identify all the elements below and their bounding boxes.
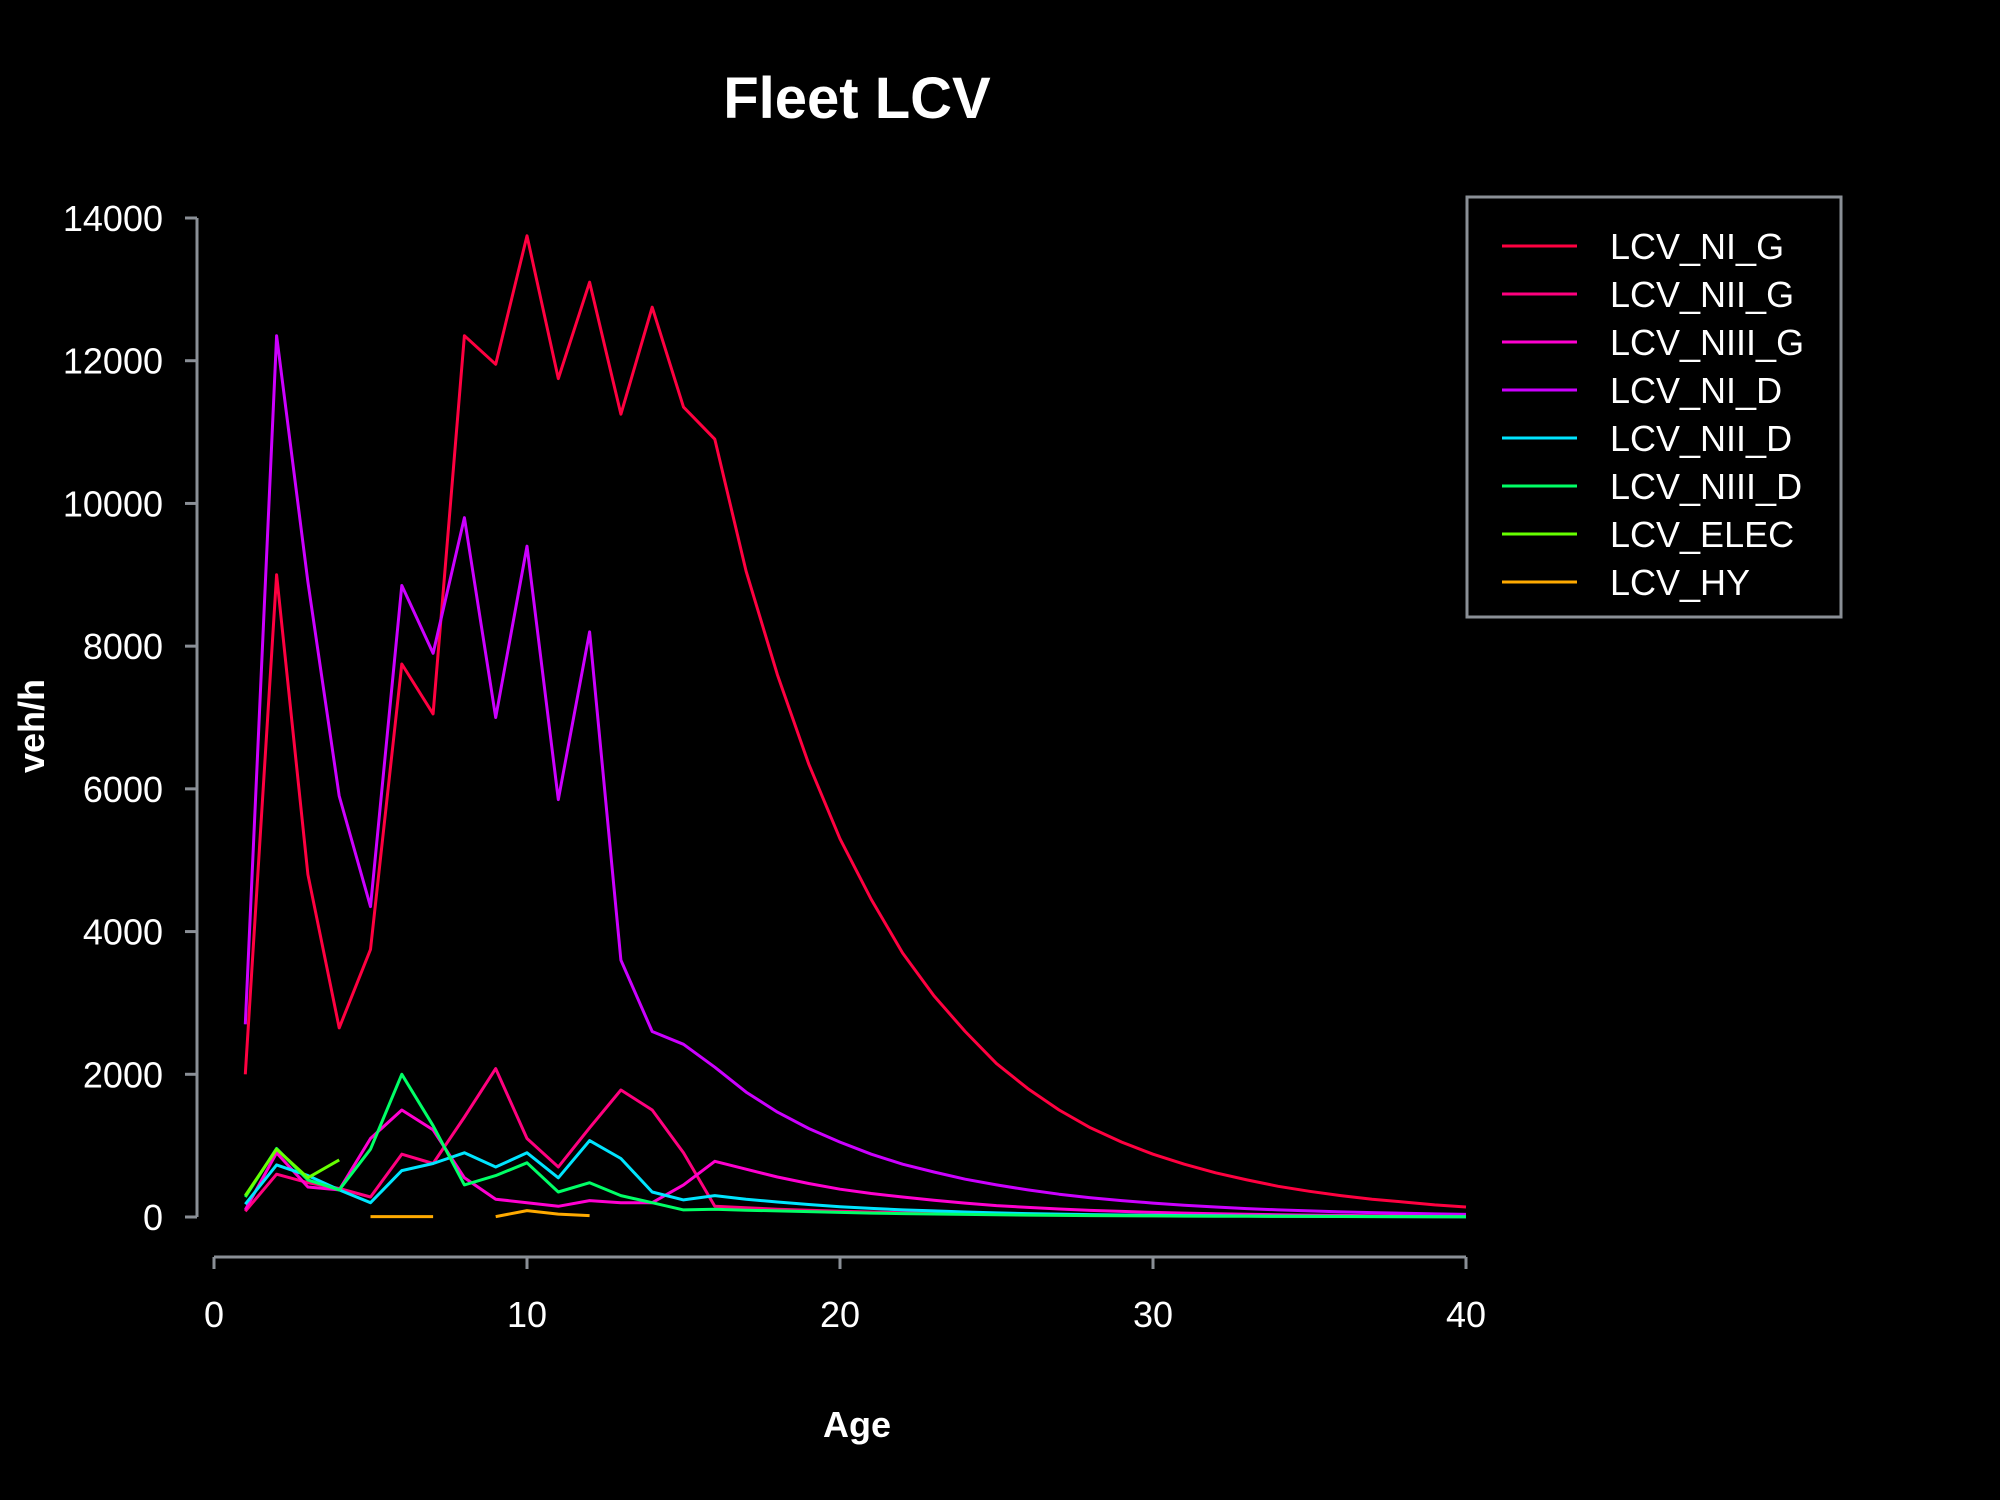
- legend-label: LCV_NI_G: [1610, 226, 1784, 267]
- x-tick-label: 40: [1446, 1294, 1486, 1335]
- series-line-lcv-ni-g: [243, 234, 1467, 1209]
- legend-box: [1465, 195, 1843, 619]
- legend-label: LCV_NII_D: [1610, 418, 1792, 459]
- legend-label: LCV_NIII_D: [1610, 466, 1802, 507]
- y-tick-label: 4000: [83, 912, 163, 953]
- y-axis-label: veh/h: [11, 679, 52, 773]
- legend-label: LCV_ELEC: [1610, 514, 1794, 555]
- series-line-lcv-nii-d: [244, 1139, 1467, 1219]
- legend-label: LCV_NI_D: [1610, 370, 1782, 411]
- series-line-lcv-ni-d: [243, 334, 1467, 1216]
- y-tick-label: 6000: [83, 769, 163, 810]
- y-axis: 0 2000 4000 6000 8000 10000 12000 14000: [63, 198, 199, 1238]
- legend-label: LCV_NII_G: [1610, 274, 1794, 315]
- x-tick-label: 30: [1133, 1294, 1173, 1335]
- y-tick-label: 12000: [63, 341, 163, 382]
- y-tick-label: 8000: [83, 626, 163, 667]
- plot-area: [243, 234, 1467, 1219]
- y-tick-label: 0: [143, 1197, 163, 1238]
- chart-title: Fleet LCV: [723, 66, 991, 131]
- series-line-lcv-hy: [370, 1209, 590, 1219]
- y-tick-label: 14000: [63, 198, 163, 239]
- x-axis-label: Age: [823, 1404, 891, 1445]
- series-line-lcv-niii-d: [244, 1072, 1467, 1219]
- x-tick-label: 0: [204, 1294, 224, 1335]
- series-line-lcv-nii-g: [244, 1067, 1466, 1219]
- x-axis: 0 10 20 30 40: [204, 1255, 1486, 1335]
- series-line-lcv-elec: [244, 1147, 340, 1197]
- x-tick-label: 20: [820, 1294, 860, 1335]
- legend-label: LCV_HY: [1610, 562, 1750, 603]
- x-tick-label: 10: [507, 1294, 547, 1335]
- legend: LCV_NI_G LCV_NII_G LCV_NIII_G LCV_NI_D LCV_N…: [1465, 195, 1843, 619]
- y-tick-label: 10000: [63, 483, 163, 524]
- legend-label: LCV_NIII_G: [1610, 322, 1804, 363]
- y-tick-label: 2000: [83, 1054, 163, 1095]
